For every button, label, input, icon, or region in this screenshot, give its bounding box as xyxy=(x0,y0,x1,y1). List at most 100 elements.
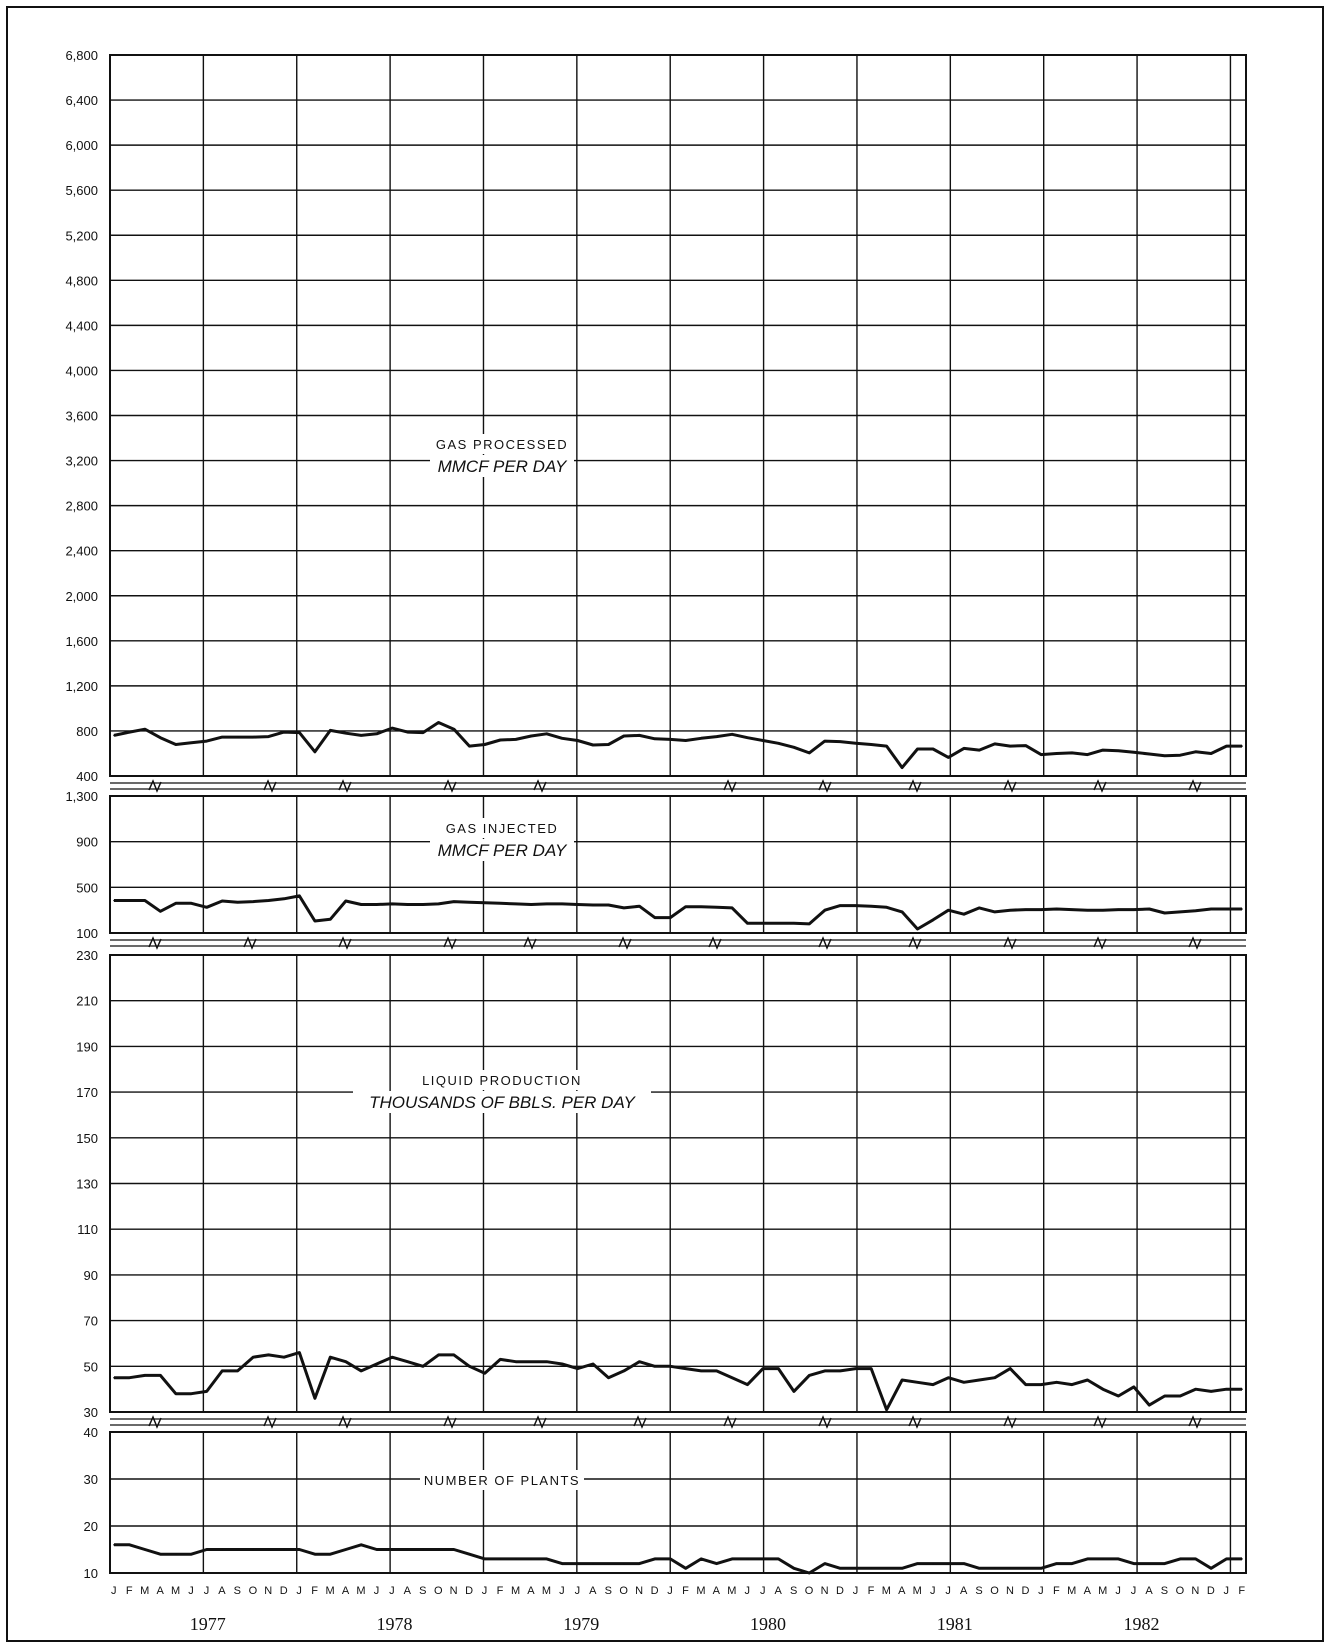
data-point xyxy=(793,746,795,749)
data-point xyxy=(947,909,950,911)
break-mark xyxy=(723,1415,737,1429)
data-point xyxy=(654,1558,656,1560)
data-point xyxy=(638,734,641,737)
data-point xyxy=(901,1379,903,1381)
data-point xyxy=(1040,753,1042,756)
month-label: J xyxy=(1131,1585,1137,1597)
data-point xyxy=(329,918,332,921)
data-point xyxy=(669,1365,672,1368)
data-point xyxy=(1117,1395,1120,1397)
data-point xyxy=(1148,1404,1151,1406)
month-label: F xyxy=(1053,1585,1060,1597)
y-tick-label: 3,600 xyxy=(65,409,98,424)
break-mark xyxy=(263,779,277,793)
data-point xyxy=(839,740,841,743)
month-label: N xyxy=(635,1585,643,1597)
break-mark xyxy=(148,779,162,793)
month-label: M xyxy=(913,1585,923,1597)
data-point xyxy=(731,1376,733,1379)
break-mark xyxy=(338,936,352,950)
panel-border xyxy=(109,1431,1247,1574)
data-point xyxy=(205,906,208,909)
data-point xyxy=(932,1562,934,1565)
data-point xyxy=(885,906,888,909)
data-point xyxy=(947,1562,950,1565)
data-point xyxy=(175,1553,177,1555)
data-point xyxy=(329,1553,332,1555)
data-point xyxy=(746,1558,749,1560)
data-point xyxy=(684,1367,687,1370)
month-label: A xyxy=(156,1585,164,1597)
data-point xyxy=(1163,1562,1166,1565)
y-tick-label: 40 xyxy=(84,1425,98,1440)
month-label: J xyxy=(1038,1585,1044,1597)
break-mark xyxy=(908,936,922,950)
data-point xyxy=(252,1356,254,1358)
data-point xyxy=(715,906,718,909)
break-mark xyxy=(263,1415,277,1429)
data-point xyxy=(545,903,548,905)
series-line xyxy=(113,721,1242,770)
panel-title: NUMBER OF PLANTS xyxy=(424,1473,580,1488)
data-point xyxy=(530,735,532,737)
data-point xyxy=(515,1360,517,1363)
data-point xyxy=(1086,909,1089,911)
break-mark xyxy=(708,936,722,950)
data-point xyxy=(468,1365,471,1368)
data-point xyxy=(916,1381,919,1384)
data-point xyxy=(916,1562,919,1565)
break-mark xyxy=(908,779,922,793)
month-label: F xyxy=(126,1585,133,1597)
data-point xyxy=(963,1381,965,1384)
data-point xyxy=(159,910,162,913)
data-point xyxy=(1055,1381,1058,1384)
data-point xyxy=(1086,1379,1089,1381)
data-point xyxy=(1024,908,1027,911)
data-point xyxy=(561,737,563,740)
data-point xyxy=(623,1562,625,1565)
month-label: D xyxy=(1207,1585,1215,1597)
data-point xyxy=(1194,909,1197,912)
data-point xyxy=(499,1358,502,1361)
month-label: N xyxy=(1191,1585,1199,1597)
data-point xyxy=(607,743,610,746)
data-point xyxy=(1210,752,1212,755)
subtitle-backdrop xyxy=(430,455,574,477)
break-mark xyxy=(533,1415,547,1429)
data-point xyxy=(545,733,548,735)
data-point xyxy=(1194,1558,1197,1560)
data-point xyxy=(128,731,131,733)
data-point xyxy=(283,731,285,733)
data-point xyxy=(561,1363,563,1365)
data-point xyxy=(1194,751,1197,753)
data-point xyxy=(916,748,919,750)
y-tick-label: 2,400 xyxy=(65,544,98,559)
data-point xyxy=(592,1562,594,1565)
data-point xyxy=(1148,753,1151,755)
data-point xyxy=(437,1548,440,1551)
data-point xyxy=(113,899,115,902)
break-mark xyxy=(908,1415,922,1429)
data-point xyxy=(1040,1567,1042,1570)
data-point xyxy=(314,1553,316,1555)
panel-title: LIQUID PRODUCTION xyxy=(422,1073,582,1088)
break-mark xyxy=(1093,779,1107,793)
data-point xyxy=(623,907,625,909)
data-point xyxy=(1133,1562,1135,1565)
y-tick-label: 2,000 xyxy=(65,589,98,604)
data-point xyxy=(1163,754,1166,757)
data-point xyxy=(762,1558,764,1560)
break-mark xyxy=(523,936,537,950)
data-point xyxy=(669,916,672,919)
break-mark xyxy=(633,1415,647,1429)
break-mark xyxy=(148,1415,162,1429)
data-point xyxy=(236,1370,239,1372)
y-tick-label: 3,200 xyxy=(65,454,98,469)
data-point xyxy=(762,922,764,925)
data-point xyxy=(715,735,718,738)
data-point xyxy=(700,905,702,908)
data-point xyxy=(901,1567,903,1570)
title-backdrop xyxy=(438,818,566,838)
data-point xyxy=(205,740,208,742)
y-tick-label: 4,400 xyxy=(65,318,98,333)
